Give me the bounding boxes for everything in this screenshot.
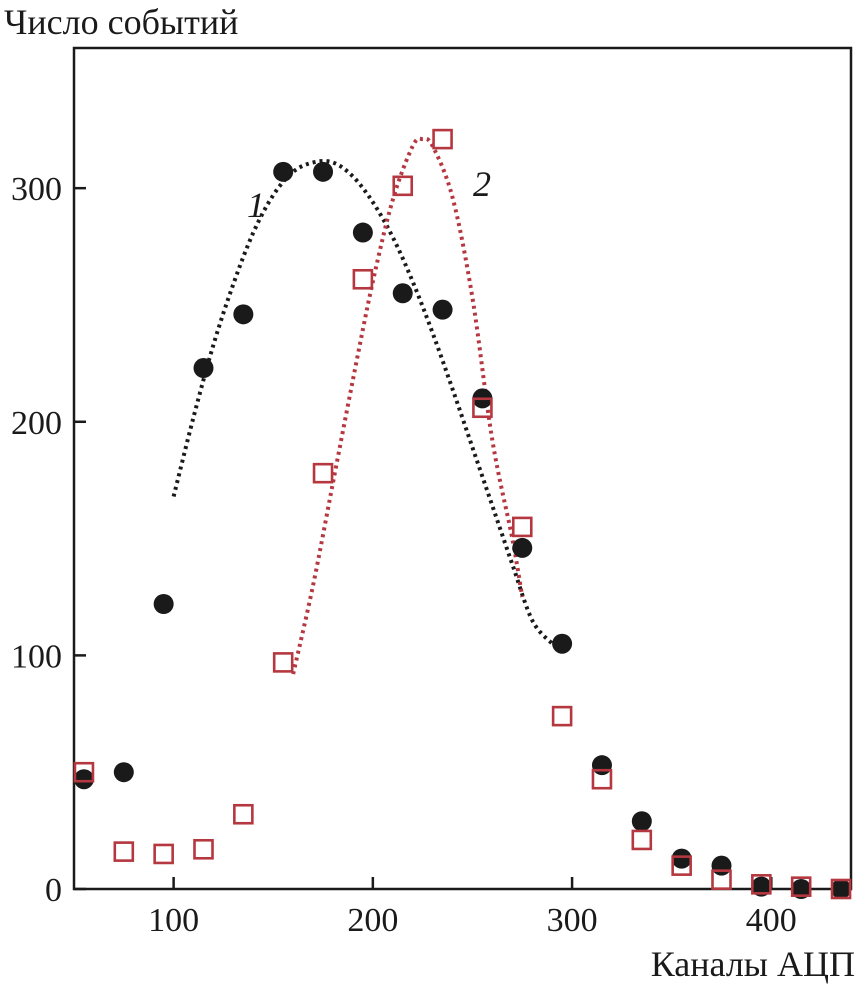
data-point-square	[392, 175, 414, 197]
data-point-circle	[552, 633, 573, 654]
data-point-square	[830, 878, 852, 900]
data-point-square	[193, 838, 214, 860]
data-point-circle	[591, 755, 612, 776]
data-point-circle	[791, 879, 812, 899]
data-point-circle	[512, 537, 533, 558]
y-tick-label: 0	[45, 872, 62, 909]
data-point-square	[432, 128, 453, 150]
data-point-square	[751, 874, 772, 895]
x-tick-label: 400	[746, 902, 797, 939]
data-point-square	[631, 829, 653, 851]
data-point-square	[113, 841, 135, 862]
data-point-square	[233, 803, 254, 825]
data-point-square	[352, 268, 374, 290]
data-point-circle	[392, 283, 413, 304]
data-point-circle	[313, 161, 334, 182]
data-point-circle	[193, 358, 214, 379]
data-point-circle	[831, 879, 852, 899]
plot-area-frame	[72, 46, 853, 891]
data-point-square	[711, 869, 732, 890]
axis-ticks: 100 200 300 400 0 100 200 300	[11, 171, 797, 939]
fit-curves: 12	[171, 136, 554, 675]
data-point-circle	[233, 304, 254, 325]
data-point-square	[790, 876, 812, 897]
y-axis-title: Число событий	[4, 2, 238, 42]
data-point-circle	[73, 769, 94, 790]
fit-curve-label: 1	[247, 185, 265, 225]
data-point-circle	[352, 222, 373, 243]
y-tick-label: 300	[11, 171, 62, 208]
data-point-circle	[631, 811, 652, 832]
data-point-square	[671, 855, 692, 876]
data-point-square	[591, 768, 613, 790]
x-axis-title: Каналы АЦП	[651, 944, 855, 984]
data-point-square	[312, 462, 334, 484]
x-tick-label: 200	[347, 902, 398, 939]
data-point-circle	[432, 299, 453, 320]
y-tick-label: 200	[11, 405, 62, 442]
data-point-circle	[153, 593, 174, 614]
data-point-square	[73, 761, 95, 783]
y-tick-label: 100	[11, 638, 62, 675]
fit-curve-label: 2	[473, 164, 491, 204]
x-tick-label: 300	[547, 902, 598, 939]
data-point-circle	[711, 855, 732, 876]
data-point-square	[272, 652, 294, 673]
data-point-square	[511, 516, 533, 538]
data-point-square	[551, 705, 573, 727]
data-points	[73, 128, 852, 900]
data-point-square	[153, 843, 174, 865]
fit-curve-2	[291, 136, 525, 675]
data-point-square	[472, 397, 493, 419]
data-point-circle	[671, 848, 692, 869]
data-point-circle	[751, 876, 772, 897]
data-point-circle	[113, 762, 134, 783]
data-point-circle	[273, 161, 294, 182]
x-tick-label: 100	[148, 902, 199, 939]
